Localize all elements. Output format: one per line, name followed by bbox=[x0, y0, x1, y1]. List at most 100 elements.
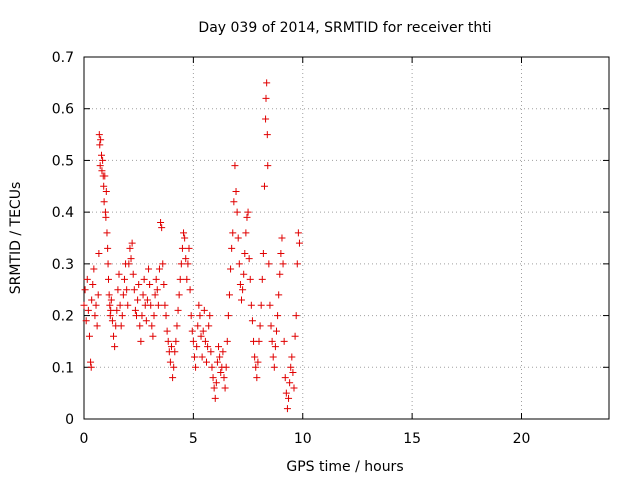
data-point bbox=[145, 265, 153, 273]
data-point bbox=[146, 281, 154, 289]
data-point bbox=[248, 317, 256, 325]
grid bbox=[84, 57, 609, 419]
data-point bbox=[256, 322, 264, 330]
data-point bbox=[238, 296, 245, 304]
data-point bbox=[108, 317, 116, 325]
data-point bbox=[239, 286, 247, 294]
data-point bbox=[294, 229, 302, 237]
data-point bbox=[130, 286, 138, 294]
data-point bbox=[295, 239, 303, 247]
data-point bbox=[268, 337, 276, 345]
data-point bbox=[192, 363, 200, 371]
data-point bbox=[280, 337, 288, 345]
data-point bbox=[123, 286, 131, 294]
data-point bbox=[138, 312, 146, 320]
data-point bbox=[276, 270, 284, 278]
data-point bbox=[288, 353, 296, 361]
data-point bbox=[98, 151, 105, 159]
data-point bbox=[286, 379, 294, 387]
data-point bbox=[278, 234, 286, 242]
data-point bbox=[164, 337, 172, 345]
data-point bbox=[100, 198, 108, 206]
data-point bbox=[199, 327, 207, 335]
y-tick-label: 0.4 bbox=[52, 205, 74, 221]
data-point bbox=[150, 312, 158, 320]
data-point bbox=[87, 358, 95, 366]
data-point bbox=[213, 358, 221, 366]
data-point bbox=[84, 306, 92, 314]
data-point bbox=[193, 343, 201, 351]
x-tick-label: 0 bbox=[80, 431, 89, 447]
data-point bbox=[215, 343, 223, 351]
data-point bbox=[96, 141, 104, 149]
data-point bbox=[107, 296, 115, 304]
data-point bbox=[104, 244, 112, 252]
data-point bbox=[91, 312, 99, 320]
data-point bbox=[254, 358, 262, 366]
data-point bbox=[171, 348, 179, 356]
data-point bbox=[220, 374, 228, 382]
data-point bbox=[291, 332, 299, 340]
data-point bbox=[139, 291, 147, 299]
data-points bbox=[80, 79, 303, 413]
data-point bbox=[228, 244, 236, 252]
data-point bbox=[124, 301, 132, 309]
data-point bbox=[168, 343, 175, 351]
data-point bbox=[244, 208, 252, 216]
data-point bbox=[163, 327, 171, 335]
data-point bbox=[234, 234, 242, 242]
y-tick-label: 0.3 bbox=[52, 257, 74, 273]
y-tick-label: 0.1 bbox=[52, 360, 74, 376]
data-point bbox=[160, 281, 168, 289]
chart-title: Day 039 of 2014, SRMTID for receiver tht… bbox=[198, 20, 491, 36]
data-point bbox=[232, 187, 240, 195]
data-point bbox=[106, 301, 114, 309]
data-point bbox=[182, 255, 190, 263]
data-point bbox=[118, 312, 126, 320]
data-point bbox=[152, 275, 160, 283]
data-point bbox=[100, 182, 108, 190]
data-point bbox=[190, 353, 198, 361]
data-point bbox=[277, 250, 285, 258]
data-point bbox=[142, 317, 150, 325]
data-point bbox=[279, 260, 287, 268]
data-point bbox=[263, 79, 271, 87]
data-point bbox=[281, 374, 289, 382]
data-point bbox=[102, 213, 110, 221]
data-point bbox=[283, 405, 291, 413]
data-point bbox=[88, 296, 96, 304]
data-point bbox=[140, 275, 148, 283]
data-point bbox=[155, 265, 163, 273]
data-point bbox=[85, 332, 93, 340]
data-point bbox=[223, 337, 231, 345]
data-point bbox=[265, 260, 273, 268]
data-point bbox=[267, 322, 275, 330]
data-point bbox=[233, 208, 241, 216]
data-point bbox=[203, 358, 210, 366]
data-point bbox=[208, 363, 216, 371]
data-point bbox=[212, 379, 220, 387]
data-point bbox=[147, 301, 155, 309]
data-point bbox=[90, 265, 98, 273]
data-point bbox=[128, 239, 136, 247]
data-point bbox=[159, 260, 167, 268]
data-point bbox=[273, 327, 280, 335]
data-point bbox=[101, 172, 109, 180]
data-point bbox=[231, 162, 239, 170]
data-point bbox=[178, 244, 186, 252]
data-point bbox=[135, 281, 143, 289]
data-point bbox=[157, 218, 165, 226]
data-point bbox=[253, 374, 261, 382]
data-point bbox=[148, 322, 156, 330]
data-point bbox=[204, 343, 212, 351]
data-point bbox=[80, 301, 88, 309]
data-point bbox=[137, 337, 145, 345]
data-point bbox=[217, 368, 225, 376]
data-point bbox=[114, 286, 122, 294]
data-point bbox=[169, 374, 177, 382]
data-point bbox=[97, 136, 105, 144]
data-point bbox=[184, 260, 192, 268]
x-tick-label: 15 bbox=[403, 431, 421, 447]
data-point bbox=[257, 301, 265, 309]
data-point bbox=[162, 312, 170, 320]
